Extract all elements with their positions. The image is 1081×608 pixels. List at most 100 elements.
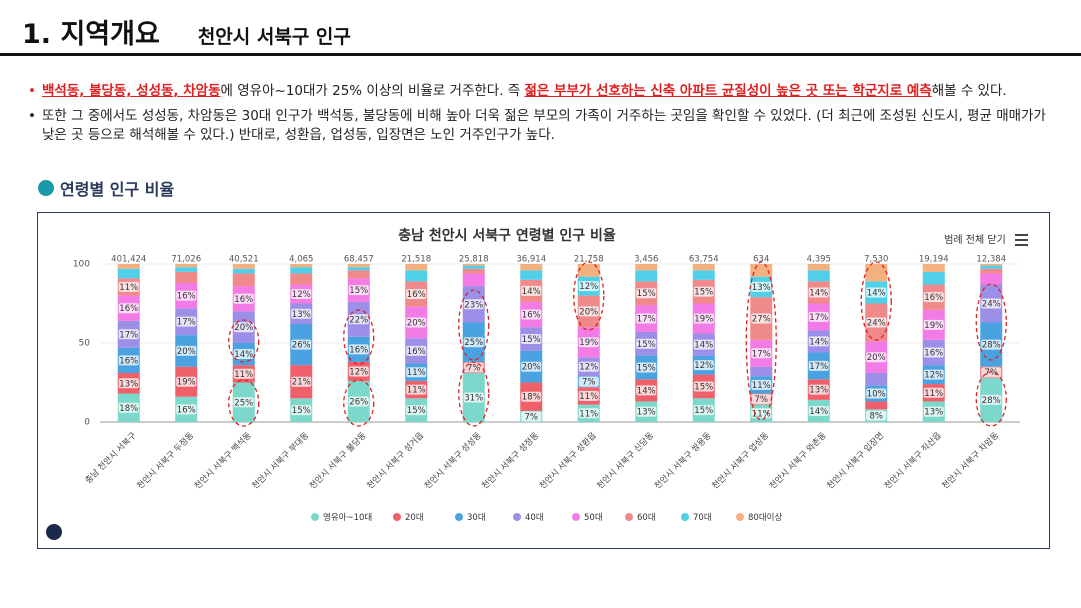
- total-label: 68,457: [344, 255, 374, 265]
- data-label-bg: [636, 288, 657, 299]
- data-label: 31%: [464, 394, 483, 404]
- data-label-bg: [693, 286, 714, 297]
- data-label: 17%: [177, 318, 196, 328]
- data-label-bg: [923, 406, 944, 417]
- data-label-bg: [348, 344, 369, 355]
- data-label: 11%: [752, 381, 771, 391]
- data-label-bg: [291, 376, 312, 387]
- data-label-bg: [406, 345, 427, 356]
- data-label: 11%: [752, 409, 771, 419]
- annotation-ellipse: [745, 261, 777, 421]
- data-label-bg: [118, 281, 139, 292]
- bar-segment: [175, 264, 198, 268]
- bar-segment: [865, 264, 888, 282]
- legend-marker: [625, 513, 633, 521]
- legend-label: 70대: [693, 513, 712, 523]
- bullet-list: 백석동, 불당동, 성성동, 차암동에 영유아~10대가 25% 이상의 비율로…: [28, 82, 1058, 151]
- bar-segment: [750, 366, 773, 377]
- data-label-bg: [981, 339, 1002, 350]
- data-label: 17%: [119, 330, 138, 340]
- legend-label: 영유아~10대: [323, 512, 372, 523]
- data-label-bg: [578, 376, 599, 387]
- total-label: 7,530: [864, 255, 888, 265]
- data-label-bg: [348, 366, 369, 377]
- data-label-bg: [751, 379, 772, 390]
- data-label: 20%: [234, 323, 253, 333]
- bar-segment: [462, 265, 485, 269]
- total-label: 71,026: [171, 255, 201, 265]
- data-label-bg: [463, 362, 484, 373]
- bar-segment: [290, 273, 313, 285]
- data-label-bg: [693, 339, 714, 350]
- legend-toggle-button[interactable]: 범례 전체 닫기: [944, 234, 1006, 246]
- data-label-bg: [406, 405, 427, 416]
- data-label: 15%: [407, 406, 426, 416]
- menu-icon[interactable]: [1015, 234, 1028, 246]
- annotation-ellipse: [228, 379, 260, 427]
- data-label-bg: [981, 298, 1002, 309]
- data-label-bg: [176, 290, 197, 301]
- data-label: 19%: [177, 378, 196, 388]
- bar-segment: [232, 273, 255, 287]
- bar-segment: [175, 267, 198, 272]
- data-label: 21%: [292, 378, 311, 388]
- data-label-bg: [751, 394, 772, 405]
- data-label: 14%: [867, 288, 886, 298]
- data-label-bg: [406, 289, 427, 300]
- data-label-bg: [348, 285, 369, 296]
- data-label: 15%: [694, 382, 713, 392]
- total-label: 36,914: [516, 255, 546, 265]
- data-label-bg: [118, 402, 139, 413]
- data-label: 26%: [292, 341, 311, 351]
- data-label: 14%: [637, 386, 656, 396]
- annotation-ellipse: [975, 371, 1007, 427]
- bar-segment: [865, 401, 888, 410]
- data-label: 19%: [924, 321, 943, 331]
- bar-segment: [405, 264, 428, 271]
- data-label: 14%: [809, 288, 828, 298]
- data-label-bg: [521, 309, 542, 320]
- data-label: 20%: [522, 363, 541, 373]
- legend-marker: [513, 513, 521, 521]
- bar-segment: [635, 270, 658, 282]
- data-label-bg: [693, 381, 714, 392]
- highlight-text: 젊은 부부가 선호하는 신축 아파트 균질성이 높은 곳 또는 학군지로 예측: [524, 83, 932, 99]
- bar-segment: [347, 264, 370, 268]
- legend-label: 30대: [467, 513, 486, 523]
- data-label-bg: [578, 390, 599, 401]
- bullet-text: 해볼 수 있다.: [931, 83, 1007, 99]
- data-label: 22%: [349, 315, 368, 325]
- data-label-bg: [693, 313, 714, 324]
- data-label-bg: [578, 337, 599, 348]
- bar-segment: [290, 267, 313, 274]
- data-label: 15%: [694, 288, 713, 298]
- page-subtitle: 천안시 서북구 인구: [197, 26, 351, 48]
- data-label: 24%: [867, 318, 886, 328]
- data-label: 11%: [407, 368, 426, 378]
- legend-label: 20대: [405, 513, 424, 523]
- data-label-bg: [981, 394, 1002, 405]
- data-label-bg: [636, 362, 657, 373]
- data-label-bg: [118, 378, 139, 389]
- bar-segment: [347, 267, 370, 271]
- y-tick-label: 0: [84, 418, 90, 428]
- data-label-bg: [521, 334, 542, 345]
- data-label: 15%: [637, 363, 656, 373]
- legend-marker: [736, 513, 744, 521]
- annotation-ellipse: [458, 361, 490, 427]
- data-label-bg: [578, 408, 599, 419]
- data-label-bg: [176, 345, 197, 356]
- annotation-ellipse: [343, 309, 375, 365]
- data-label: 13%: [292, 310, 311, 320]
- data-label-bg: [693, 360, 714, 371]
- data-label: 16%: [177, 405, 196, 415]
- data-label: 24%: [982, 300, 1001, 310]
- data-label-bg: [693, 405, 714, 416]
- bar-segment: [462, 273, 485, 287]
- y-tick-label: 50: [79, 339, 91, 349]
- total-label: 19,194: [919, 255, 949, 265]
- chart: 충남 천안시 서북구 연령별 인구 비율 범례 전체 닫기 0 50 100 18% 1…: [37, 212, 1050, 549]
- data-label-bg: [578, 281, 599, 292]
- data-label-bg: [808, 360, 829, 371]
